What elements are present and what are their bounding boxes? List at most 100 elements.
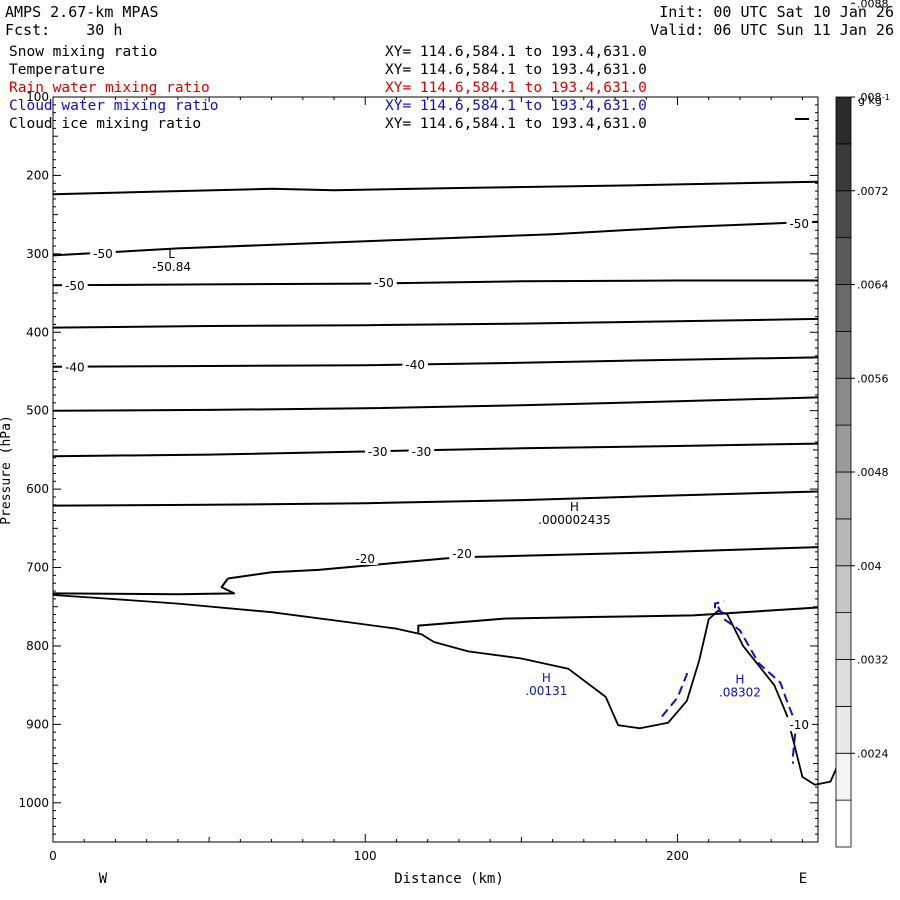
y-tick-label: 800 bbox=[26, 639, 49, 653]
terrain-line bbox=[52, 594, 838, 786]
isotherm-line bbox=[52, 577, 236, 596]
colorbar-tick-label: .0048 bbox=[857, 466, 889, 479]
contour-label-gap bbox=[449, 546, 475, 561]
colorbar-tick-label: .0064 bbox=[857, 279, 889, 292]
y-axis-label: Pressure (hPa) bbox=[0, 415, 14, 525]
y-tick-label: 400 bbox=[26, 325, 49, 339]
contour-label: -10 bbox=[789, 718, 809, 732]
contour-labels: -50 -50 -50 -50 -40 -40 -30 -30 -20 -20 -10 bbox=[62, 216, 813, 732]
y-tick-label: 1000 bbox=[18, 796, 49, 810]
contour-label-gap bbox=[364, 444, 391, 459]
contour-label-gap bbox=[371, 274, 397, 289]
west-label: W bbox=[99, 871, 108, 887]
contour-label: -50 bbox=[374, 276, 394, 290]
model-title: AMPS 2.67-km MPAS bbox=[5, 3, 159, 21]
extremum-kind: H bbox=[542, 671, 551, 685]
colorbar-swatch bbox=[835, 377, 852, 426]
layer-name-rain-water: Rain water mixing ratio bbox=[9, 80, 210, 96]
contour-label-gap bbox=[786, 717, 813, 732]
colorbar-tick-label: .0024 bbox=[857, 747, 889, 760]
contour-label: -30 bbox=[368, 445, 388, 459]
isotherm-line bbox=[52, 490, 819, 507]
contour-label: -40 bbox=[65, 361, 85, 375]
contour-label: -30 bbox=[412, 445, 432, 459]
y-tick-label: 600 bbox=[26, 482, 49, 496]
layer-xy-cloud-ice: XY= 114.6,584.1 to 193.4,631.0 bbox=[385, 116, 647, 132]
y-tick-label: 100 bbox=[26, 90, 49, 104]
colorbar-unit-base: g kg bbox=[858, 94, 882, 107]
colorbar-unit-exponent: -1 bbox=[882, 93, 890, 102]
y-tick-label: 700 bbox=[26, 561, 49, 575]
colorbar-swatch bbox=[835, 330, 852, 379]
cloud-water-line bbox=[717, 606, 798, 764]
cloud-water-line bbox=[661, 669, 688, 718]
layer-xy-rain-water: XY= 114.6,584.1 to 193.4,631.0 bbox=[385, 80, 647, 96]
contour-label: -50 bbox=[93, 247, 113, 261]
layer-name-cloud-water: Cloud water mixing ratio bbox=[9, 98, 219, 114]
colorbar-swatch bbox=[835, 799, 852, 848]
extremum-value: .08302 bbox=[719, 686, 761, 700]
extremum-kind: H bbox=[735, 673, 744, 687]
colorbar-swatch bbox=[835, 284, 852, 332]
terrain-outline bbox=[52, 594, 838, 786]
colorbar-swatch bbox=[835, 424, 852, 473]
contour-label-gap bbox=[90, 245, 116, 260]
colorbar-tick-label: .008 bbox=[857, 91, 882, 104]
isotherm-line bbox=[227, 546, 819, 580]
forecast-hour: Fcst: 30 h bbox=[5, 21, 123, 39]
colorbar-tick-label: .0088 bbox=[857, 0, 889, 10]
colorbar-swatch bbox=[835, 752, 852, 801]
contour-label-gap bbox=[62, 277, 88, 292]
colorbar-swatch bbox=[835, 659, 852, 707]
colorbar-swatch bbox=[835, 143, 852, 192]
isotherm-line bbox=[52, 442, 819, 458]
contour-label-gap bbox=[402, 357, 429, 372]
colorbar-swatch bbox=[835, 96, 852, 145]
colorbar-swatch bbox=[835, 237, 852, 285]
y-tick-label: 300 bbox=[26, 247, 49, 261]
y-tick-label: 500 bbox=[26, 404, 49, 418]
colorbar-tick-label: .004 bbox=[857, 560, 882, 573]
colorbar-swatch bbox=[835, 190, 852, 239]
colorbar-swatch bbox=[835, 471, 852, 520]
extremum-kind: H bbox=[570, 500, 579, 514]
contour-label-gap bbox=[786, 216, 813, 231]
contour-label: -20 bbox=[452, 547, 472, 561]
y-tick-label: 200 bbox=[26, 168, 49, 182]
y-tick-label: 900 bbox=[26, 717, 49, 731]
colorbar-swatch bbox=[835, 705, 852, 754]
colorbar-tick-label: .0072 bbox=[857, 185, 889, 198]
x-tick-label: 200 bbox=[666, 849, 689, 863]
x-axis-label: Distance (km) bbox=[394, 871, 504, 887]
contour-label-gap bbox=[408, 444, 435, 459]
colorbar: .0024 .0032 .004 .0048 .0056 .0064 .0072 .008 .0… bbox=[835, 0, 889, 848]
contour-label: -20 bbox=[355, 552, 375, 566]
isotherm-line bbox=[52, 220, 819, 257]
x-axis: 0 100 200 bbox=[49, 97, 803, 863]
layer-name-snow: Snow mixing ratio bbox=[9, 44, 158, 60]
isotherm-line bbox=[52, 279, 818, 287]
colorbar-swatch bbox=[835, 518, 852, 567]
colorbar-swatch bbox=[835, 565, 852, 614]
extremum-value: .00131 bbox=[525, 684, 567, 698]
contour-label: -50 bbox=[789, 217, 809, 231]
colorbar-tick-label: .0032 bbox=[857, 654, 889, 667]
x-tick-label: 100 bbox=[354, 849, 377, 863]
extremum-value: .000002435 bbox=[538, 513, 611, 527]
contour-label: -50 bbox=[65, 279, 85, 293]
isotherm-line bbox=[417, 606, 819, 633]
isotherm-line bbox=[52, 317, 819, 329]
isotherm-line bbox=[52, 180, 819, 196]
isotherm-line bbox=[52, 396, 819, 412]
extremum-kind: L bbox=[168, 247, 175, 261]
layer-name-cloud-ice: Cloud ice mixing ratio bbox=[9, 116, 202, 132]
layer-xy-snow: XY= 114.6,584.1 to 193.4,631.0 bbox=[385, 44, 647, 60]
layer-xy-temperature: XY= 114.6,584.1 to 193.4,631.0 bbox=[385, 62, 647, 78]
contour-label: -40 bbox=[405, 358, 425, 372]
colorbar-unit: g kg-1 bbox=[858, 93, 890, 107]
layer-xy-cloud-water: XY= 114.6,584.1 to 193.4,631.0 bbox=[385, 98, 647, 114]
layer-name-temperature: Temperature bbox=[9, 62, 106, 78]
init-time: Init: 00 UTC Sat 10 Jan 26 bbox=[659, 3, 894, 21]
